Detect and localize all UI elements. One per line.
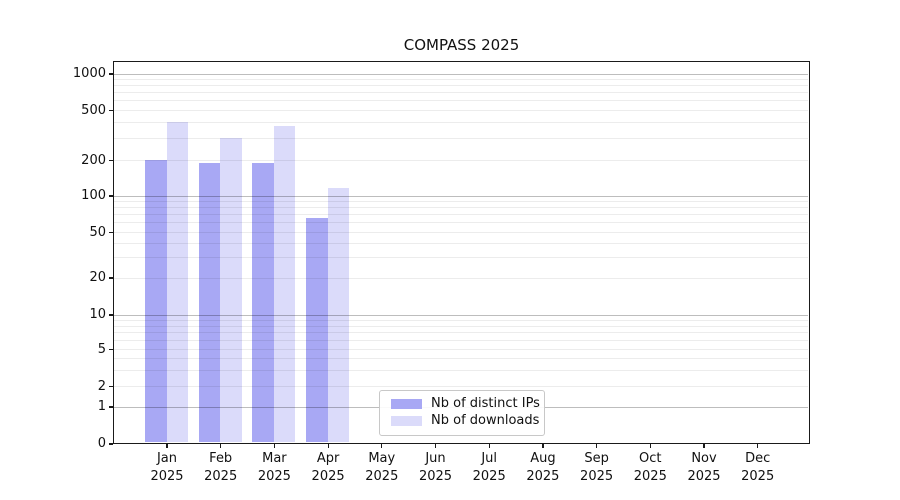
legend-row-downloads: Nb of downloads	[380, 412, 544, 429]
y-tick-mark	[108, 385, 113, 388]
minor-gridline	[114, 201, 808, 203]
y-tick-mark	[108, 195, 113, 197]
minor-gridline	[114, 100, 808, 102]
y-tick-mark	[108, 159, 113, 162]
y-tick-mark	[108, 443, 113, 445]
x-tick-label: Mar 2025	[257, 451, 291, 484]
x-tick-label: Feb 2025	[204, 451, 238, 484]
x-tick-mark	[542, 444, 544, 448]
minor-gridline	[114, 319, 808, 321]
x-tick-label: May 2025	[365, 451, 399, 484]
minor-gridline	[114, 110, 808, 111]
minor-gridline	[114, 257, 808, 259]
x-tick-mark	[434, 444, 437, 448]
x-tick-mark	[166, 444, 168, 448]
major-gridline	[114, 314, 808, 316]
y-tick-label: 0	[97, 436, 106, 451]
legend-swatch-distinct-ips	[391, 398, 422, 409]
bar-distinct-ips-feb	[198, 162, 221, 442]
y-tick-mark	[108, 406, 113, 408]
y-tick-mark	[108, 109, 113, 112]
y-tick-mark	[108, 231, 113, 234]
x-tick-label: Apr 2025	[311, 451, 345, 484]
minor-gridline	[114, 277, 808, 279]
y-tick-label: 2	[97, 378, 106, 394]
minor-gridline	[114, 85, 808, 87]
x-tick-mark	[381, 444, 383, 448]
x-tick-mark	[596, 444, 598, 448]
y-tick-mark	[108, 314, 113, 316]
y-tick-label: 10	[89, 307, 106, 322]
minor-gridline	[114, 325, 808, 327]
minor-gridline	[114, 160, 808, 161]
x-tick-label: Nov 2025	[687, 451, 721, 484]
x-tick-label: Jan 2025	[150, 451, 184, 484]
x-tick-mark	[273, 444, 276, 448]
legend-label-distinct-ips: Nb of distinct IPs	[431, 396, 540, 411]
bar-downloads-apr	[327, 188, 350, 442]
x-tick-mark	[703, 444, 705, 448]
chart-title: COMPASS 2025	[403, 36, 520, 54]
x-tick-mark	[220, 444, 222, 448]
y-tick-mark	[108, 348, 113, 351]
minor-gridline	[114, 349, 808, 350]
y-tick-label: 20	[89, 270, 106, 285]
y-tick-mark	[108, 73, 113, 75]
minor-gridline	[114, 79, 808, 81]
x-tick-label: Sep 2025	[580, 451, 614, 484]
minor-gridline	[114, 243, 808, 245]
minor-gridline	[114, 358, 808, 359]
x-tick-mark	[488, 444, 490, 448]
minor-gridline	[114, 222, 808, 224]
minor-gridline	[114, 122, 808, 124]
y-tick-label: 1000	[72, 66, 106, 81]
plot-area	[113, 61, 810, 444]
y-tick-mark	[108, 277, 113, 279]
legend-label-downloads: Nb of downloads	[431, 413, 540, 428]
y-tick-label: 200	[81, 152, 106, 168]
x-tick-label: Aug 2025	[526, 451, 560, 484]
y-tick-label: 5	[97, 341, 106, 357]
minor-gridline	[114, 207, 808, 209]
minor-gridline	[114, 332, 808, 334]
minor-gridline	[114, 214, 808, 216]
y-tick-label: 1	[97, 399, 106, 414]
legend-swatch-downloads	[391, 415, 422, 426]
minor-gridline	[114, 92, 808, 94]
minor-gridline	[114, 386, 808, 387]
legend-row-distinct-ips: Nb of distinct IPs	[380, 395, 544, 412]
bar-downloads-mar	[273, 126, 296, 442]
minor-gridline	[114, 232, 808, 233]
x-tick-mark	[757, 444, 759, 448]
bar-downloads-jan	[166, 122, 188, 442]
x-tick-mark	[649, 444, 651, 448]
minor-gridline	[114, 137, 808, 139]
x-tick-label: Jun 2025	[418, 451, 453, 484]
y-tick-label: 500	[81, 102, 106, 118]
major-gridline	[114, 195, 808, 197]
x-tick-label: Dec 2025	[741, 451, 775, 484]
bar-distinct-ips-mar	[252, 162, 274, 442]
legend: Nb of distinct IPs Nb of downloads	[379, 390, 545, 436]
y-tick-label: 100	[81, 188, 106, 203]
y-tick-label: 50	[89, 224, 106, 240]
minor-gridline	[114, 369, 808, 371]
minor-gridline	[114, 339, 808, 341]
bar-distinct-ips-apr	[306, 218, 328, 442]
x-tick-label: Oct 2025	[633, 451, 667, 484]
x-tick-label: Jul 2025	[472, 451, 506, 484]
x-tick-mark	[327, 444, 329, 448]
bar-distinct-ips-jan	[145, 160, 167, 442]
major-gridline	[114, 73, 808, 75]
bar-downloads-feb	[220, 137, 242, 442]
